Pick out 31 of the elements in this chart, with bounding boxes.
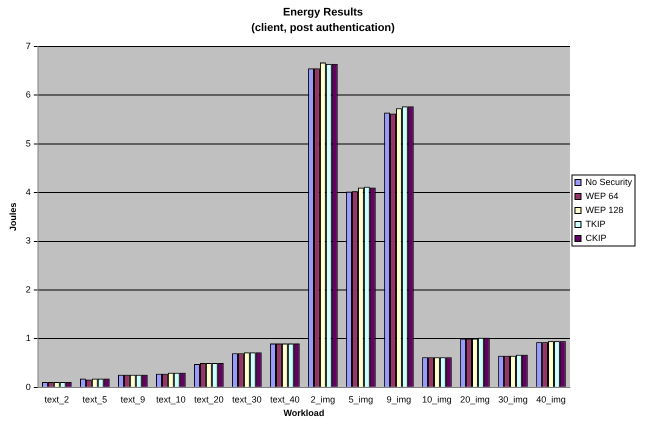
x-tick-label: text_10 bbox=[156, 394, 186, 404]
y-tick-label: 0 bbox=[26, 382, 31, 392]
y-axis-title: Joules bbox=[8, 202, 18, 232]
x-tick-label: text_30 bbox=[232, 394, 262, 404]
x-tick-label: 40_img bbox=[536, 394, 566, 404]
legend-label: CKIP bbox=[585, 232, 606, 243]
y-tick-label: 7 bbox=[26, 40, 31, 51]
x-tick-label: 30_img bbox=[498, 394, 528, 404]
legend-label: TKIP bbox=[585, 218, 606, 229]
legend-label: WEP 64 bbox=[585, 190, 618, 201]
x-tick-label: text_9 bbox=[120, 394, 146, 404]
chart-title: Energy Results bbox=[282, 6, 364, 19]
x-tick-label: 2_img bbox=[310, 394, 336, 404]
x-tick-label: text_40 bbox=[270, 394, 300, 404]
y-tick-label: 2 bbox=[26, 284, 31, 294]
x-tick-label: text_2 bbox=[44, 394, 70, 404]
x-tick-label: text_5 bbox=[82, 394, 108, 404]
x-tick-label: text_20 bbox=[194, 394, 224, 404]
y-tick-label: 6 bbox=[26, 90, 31, 100]
y-tick-label: 1 bbox=[26, 333, 31, 344]
legend-label: No Security bbox=[585, 176, 632, 187]
x-tick-label: 10_img bbox=[422, 394, 452, 404]
x-axis-title: Workload bbox=[283, 408, 324, 418]
legend-label: WEP 128 bbox=[585, 204, 624, 215]
y-tick-label: 4 bbox=[26, 187, 31, 198]
x-tick-label: 9_img bbox=[386, 394, 412, 404]
y-tick-label: 5 bbox=[26, 138, 31, 148]
x-tick-label: 5_img bbox=[348, 394, 374, 404]
x-tick-label: 20_img bbox=[460, 394, 490, 404]
y-tick-label: 3 bbox=[26, 236, 31, 246]
chart-subtitle: (client, post authentication) bbox=[251, 22, 396, 34]
